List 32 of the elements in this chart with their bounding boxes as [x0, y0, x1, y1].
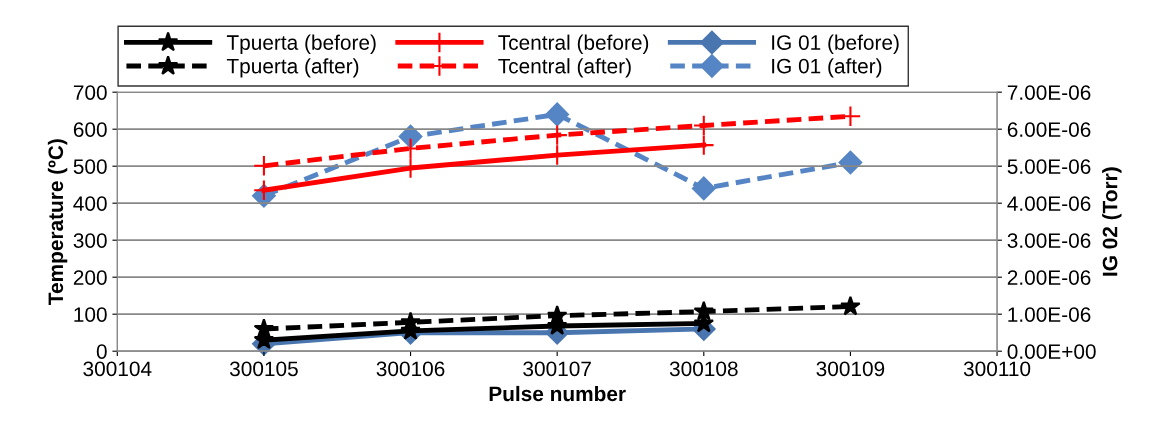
y2-tick-label: 4.00E-06 [1007, 196, 1091, 211]
legend-label: Tpuerta (after) [226, 58, 359, 78]
y-tick-label: 0 [96, 344, 107, 359]
y2-tick-label: 5.00E-06 [1007, 159, 1091, 174]
y2-tick-label: 1.00E-06 [1008, 307, 1091, 322]
x-tick-label: 300108 [669, 361, 738, 377]
y-tick-label: 400 [73, 196, 107, 211]
y2-tick-label: 6.00E-06 [1007, 122, 1091, 137]
y-axis-title: Temperature (ºC) [47, 139, 68, 305]
y-tick-label: 600 [73, 122, 107, 137]
y2-tick-label: 7.00E-06 [1007, 85, 1091, 100]
y-tick-label: 200 [73, 270, 107, 285]
y2-tick-label: 0.00E+00 [1007, 344, 1096, 359]
legend-label: Tcentral (before) [498, 34, 649, 55]
y2-tick-label: 3.00E-06 [1007, 233, 1091, 248]
y-tick-label: 500 [73, 159, 107, 174]
y-tick-label: 300 [73, 233, 107, 248]
y2-axis-title: IG 02 (Torr) [1102, 167, 1122, 276]
y2-tick-label: 2.00E-06 [1007, 270, 1091, 285]
x-tick-label: 300106 [376, 361, 445, 377]
x-tick-label: 300109 [816, 361, 885, 377]
x-tick-label: 300105 [229, 361, 298, 377]
y-tick-label: 700 [73, 85, 107, 100]
x-tick-label: 300107 [523, 361, 591, 377]
legend-label: Tcentral (after) [498, 58, 631, 78]
legend-label: IG 01 (after) [772, 58, 882, 78]
y-tick-label: 100 [74, 307, 107, 322]
legend-label: Tpuerta (before) [226, 34, 376, 55]
legend-label: IG 01 (before) [772, 34, 899, 55]
x-tick-label: 300110 [963, 361, 1031, 377]
x-tick-label: 300104 [83, 361, 152, 377]
x-axis-title: Pulse number [489, 385, 626, 402]
